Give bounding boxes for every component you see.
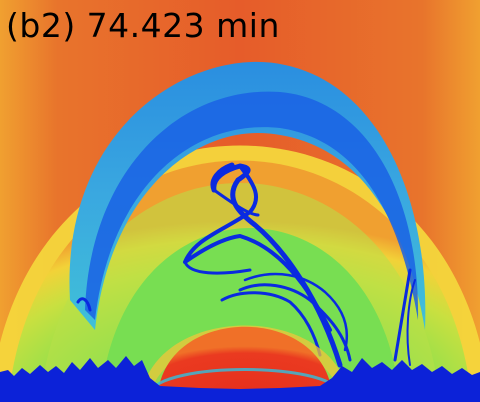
deep-blue-arch-rim	[85, 91, 419, 320]
red-core	[158, 326, 332, 392]
frame-label: (b2) 74.423 min	[6, 6, 280, 45]
chromosphere-base	[0, 356, 480, 402]
flux-strands	[76, 162, 416, 368]
